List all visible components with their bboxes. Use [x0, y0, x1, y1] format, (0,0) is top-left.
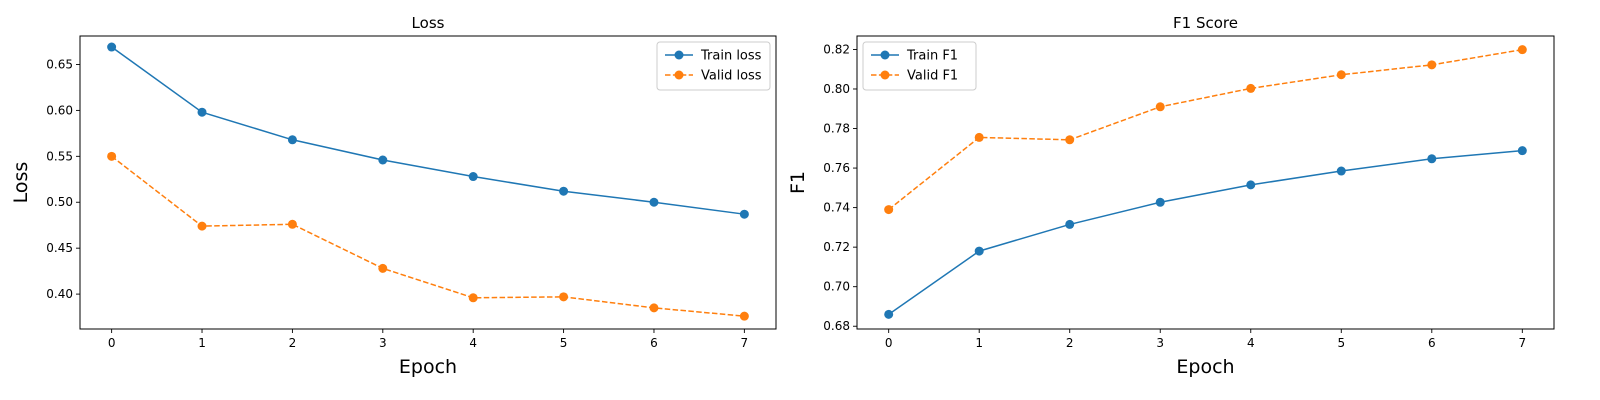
data-point [1427, 60, 1437, 70]
y-tick-label: 0.40 [46, 287, 73, 301]
x-tick-label: 7 [1518, 336, 1526, 350]
data-point [649, 303, 659, 313]
series-line [888, 48, 1523, 211]
data-point [1065, 135, 1075, 145]
data-point [559, 186, 569, 196]
x-tick-label: 0 [885, 336, 893, 350]
x-axis-label: Epoch [1176, 356, 1234, 378]
legend-marker [674, 50, 684, 60]
data-point [1155, 102, 1165, 112]
axes-frame [856, 35, 1555, 330]
series-2 [107, 151, 749, 321]
data-point [1246, 180, 1256, 190]
y-tick-label: 0.65 [46, 57, 73, 71]
data-point [1517, 45, 1527, 55]
legend-label: Train loss [700, 49, 762, 64]
x-tick-label: 6 [650, 336, 658, 350]
y-tick-label: 0.45 [46, 241, 73, 255]
data-point [197, 221, 207, 231]
legend: Train loss Valid loss [656, 41, 771, 91]
x-tick-label: 6 [1428, 336, 1436, 350]
y-tick-label: 0.70 [823, 280, 850, 294]
x-tick-label: 4 [469, 336, 477, 350]
data-point [884, 205, 894, 215]
y-tick-label: 0.78 [823, 122, 850, 136]
data-point [378, 155, 388, 165]
y-axis-label: Loss [10, 162, 32, 204]
chart-panel-2: F1 Score 0 1 2 3 4 5 6 7 0.68 0.70 0.72 0.74 0.76 0.78… [787, 14, 1555, 378]
chart-title: F1 Score [1173, 14, 1238, 32]
y-tick-label: 0.72 [823, 240, 850, 254]
data-point [559, 292, 569, 302]
data-point [1336, 166, 1346, 176]
y-tick-label: 0.80 [823, 82, 850, 96]
x-tick-label: 1 [198, 336, 206, 350]
data-point [107, 42, 117, 52]
x-tick-label: 1 [975, 336, 983, 350]
data-point [649, 197, 659, 207]
legend-label: Train F1 [906, 49, 958, 64]
legend-marker [880, 50, 890, 60]
series-2 [884, 45, 1527, 215]
legend-box [656, 41, 771, 91]
axes-frame [79, 35, 777, 330]
data-point [1155, 197, 1165, 207]
x-tick-label: 3 [379, 336, 387, 350]
data-point [287, 135, 297, 145]
series-1 [884, 146, 1527, 319]
legend-label: Valid loss [701, 69, 762, 84]
series-line [888, 149, 1523, 315]
y-tick-label: 0.74 [823, 201, 850, 215]
x-tick-label: 2 [289, 336, 297, 350]
data-point [287, 219, 297, 229]
data-point [884, 309, 894, 319]
data-point [378, 263, 388, 273]
x-tick-label: 2 [1066, 336, 1074, 350]
x-tick-label: 7 [741, 336, 749, 350]
x-tick-label: 3 [1156, 336, 1164, 350]
data-point [1517, 146, 1527, 156]
x-tick-label: 0 [108, 336, 116, 350]
x-tick-label: 5 [560, 336, 568, 350]
series-line [111, 155, 745, 317]
data-point [739, 209, 749, 219]
x-axis-label: Epoch [399, 356, 457, 378]
y-tick-label: 0.82 [823, 42, 850, 56]
legend: Train F1 Valid F1 [862, 41, 977, 91]
data-point [197, 107, 207, 117]
data-point [468, 293, 478, 303]
data-point [974, 132, 984, 142]
legend-marker [880, 70, 890, 80]
y-tick-label: 0.60 [46, 103, 73, 117]
data-point [107, 151, 117, 161]
data-point [1246, 83, 1256, 93]
data-point [1427, 154, 1437, 164]
legend-box [862, 41, 977, 91]
chart-title: Loss [412, 14, 445, 32]
y-tick-label: 0.50 [46, 195, 73, 209]
data-point [468, 172, 478, 182]
chart-panel-1: Loss 0 1 2 3 4 5 6 7 0.40 0.45 0.50 0.55 0.60 0.65 Epoc… [10, 14, 777, 378]
x-tick-label: 4 [1247, 336, 1255, 350]
series-1 [107, 42, 749, 219]
data-point [1336, 70, 1346, 80]
data-point [739, 311, 749, 321]
legend-marker [674, 70, 684, 80]
x-tick-label: 5 [1337, 336, 1345, 350]
data-point [974, 246, 984, 256]
y-tick-label: 0.68 [823, 319, 850, 333]
y-tick-label: 0.76 [823, 161, 850, 175]
y-axis-label: F1 [787, 171, 809, 194]
data-point [1065, 219, 1075, 229]
y-tick-label: 0.55 [46, 149, 73, 163]
legend-label: Valid F1 [907, 69, 958, 84]
series-line [111, 46, 745, 215]
